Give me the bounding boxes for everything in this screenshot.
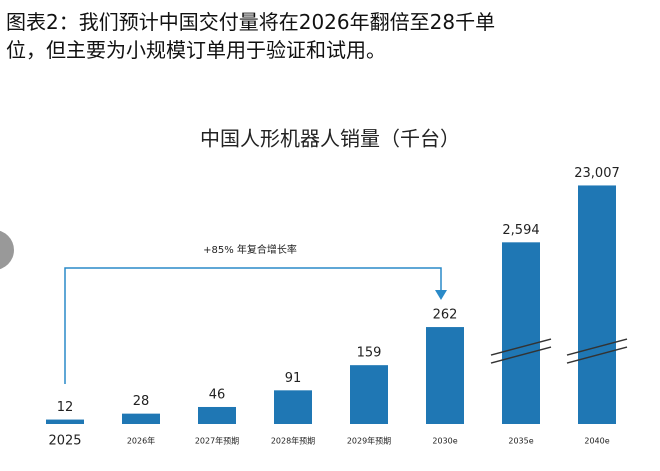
side-handle [0, 230, 14, 270]
arrow-head [435, 290, 447, 300]
bar [578, 185, 616, 424]
caption-line: 位，但主要为小规模订单用于验证和试用。 [6, 38, 386, 62]
bar [46, 419, 84, 424]
axis-break [490, 338, 552, 356]
bar [350, 365, 388, 424]
x-tick-label: 2030e [432, 437, 457, 446]
axis-break [566, 338, 628, 356]
bar [502, 242, 540, 424]
axis-break [490, 346, 552, 364]
bar [198, 406, 236, 424]
x-tick-label: 2040e [584, 437, 609, 446]
annotation: +85% 年复合增长率 [203, 243, 297, 256]
value-label: 159 [357, 346, 382, 361]
value-label: 91 [285, 371, 302, 386]
value-label: 2,594 [502, 223, 539, 238]
value-label: 12 [57, 400, 74, 415]
x-tick-label: 2028年预期 [271, 436, 315, 446]
value-label: 23,007 [574, 166, 620, 181]
bar [426, 327, 464, 424]
bar [122, 413, 160, 424]
x-tick-label: 2035e [508, 437, 533, 446]
axis-break [566, 346, 628, 364]
x-tick-label: 2029年预期 [347, 436, 391, 446]
chart-title: 中国人形机器人销量（千台） [200, 127, 460, 151]
x-tick-label: 2027年预期 [195, 436, 239, 446]
value-label: 262 [433, 308, 458, 323]
x-tick-label: 2025 [48, 434, 81, 449]
x-tick-label: 2026年 [127, 436, 155, 446]
value-label: 28 [133, 394, 150, 409]
cagr-arrow [64, 267, 442, 384]
value-label: 46 [209, 387, 226, 402]
bar [274, 390, 312, 424]
caption-line: 图表2：我们预计中国交付量将在2026年翻倍至28千单 [6, 10, 496, 34]
